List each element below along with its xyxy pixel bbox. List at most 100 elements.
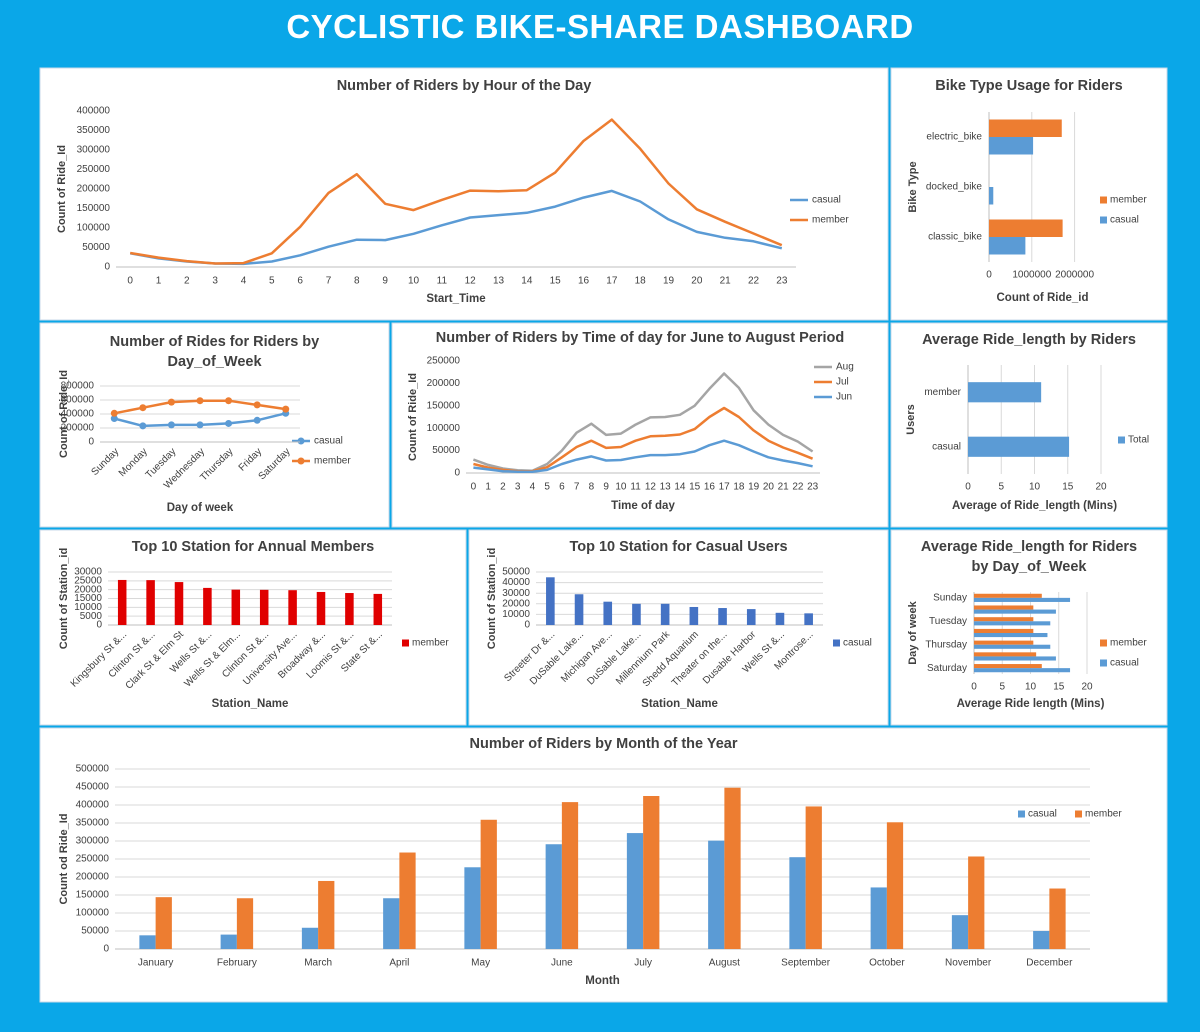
x-tick-label: 23 — [776, 276, 788, 287]
bar — [974, 652, 1037, 657]
bar — [974, 633, 1048, 638]
panel — [890, 322, 1168, 528]
marker — [253, 401, 261, 409]
bar — [155, 897, 172, 949]
line — [129, 118, 783, 265]
bar — [345, 593, 354, 625]
x-tick-label: 18 — [635, 276, 647, 287]
x-tick-label: 15 — [1062, 482, 1074, 493]
y-tick-label: 250000 — [76, 854, 110, 865]
bar — [316, 591, 326, 625]
x-tick-label: 0 — [986, 270, 992, 281]
marker — [225, 419, 233, 427]
bar — [974, 644, 1051, 649]
bar — [399, 852, 416, 949]
x-tick-label: 22 — [748, 276, 760, 287]
y-tick-label: 300000 — [77, 145, 111, 156]
legend-label: member — [314, 456, 351, 467]
bar — [974, 664, 1042, 669]
chart-title: Number of Riders by Time of day for June… — [435, 330, 845, 346]
bar — [301, 927, 319, 949]
x-tick-label: 2 — [500, 482, 506, 493]
y-tick-label: 150000 — [76, 890, 110, 901]
x-tick-label: 10 — [615, 482, 627, 493]
legend-label: casual — [1028, 809, 1057, 820]
y-tick-label: 5000 — [80, 611, 103, 622]
legend-label: casual — [843, 638, 872, 649]
x-tick-label: 15 — [550, 276, 562, 287]
x-tick-label: 23 — [807, 482, 819, 493]
legend-swatch — [297, 437, 305, 445]
x-tick-label: June — [551, 958, 573, 969]
y-axis-label: Count of Station_id — [486, 548, 498, 649]
y-tick-label: 0 — [524, 620, 530, 631]
x-tick-label: December — [1026, 958, 1073, 969]
x-axis-label: Station_Name — [641, 698, 718, 710]
y-tick-label: Saturday — [927, 663, 967, 674]
y-tick-label: 150000 — [77, 203, 111, 214]
x-tick-label: 20 — [691, 276, 703, 287]
y-tick-label: 0 — [96, 620, 102, 631]
bar — [643, 796, 660, 949]
bar — [1033, 931, 1050, 949]
marker — [110, 415, 118, 423]
x-tick-label: 12 — [465, 276, 477, 287]
bar — [480, 819, 497, 949]
x-tick-label: August — [709, 958, 740, 969]
bar — [383, 898, 400, 949]
y-tick-label: 150000 — [427, 400, 461, 411]
y-tick-label: 400000 — [76, 800, 110, 811]
x-tick-label: 11 — [437, 276, 448, 287]
x-tick-label: 17 — [606, 276, 618, 287]
marker — [196, 421, 204, 429]
y-tick-label: 10000 — [502, 609, 530, 620]
x-tick-label: 7 — [574, 482, 580, 493]
legend-label: Jul — [836, 377, 849, 388]
bar — [561, 802, 579, 949]
x-tick-label: 6 — [559, 482, 565, 493]
y-tick-label: electric_bike — [926, 132, 982, 143]
x-axis-label: Average Ride length (Mins) — [957, 698, 1105, 710]
x-tick-label: 13 — [660, 482, 672, 493]
y-tick-label: casual — [932, 441, 961, 452]
panel — [39, 322, 390, 528]
bar — [974, 668, 1071, 673]
x-tick-label: 4 — [530, 482, 536, 493]
chart-title: Number of Riders by Hour of the Day — [336, 78, 592, 94]
bar — [974, 605, 1034, 610]
bar — [546, 577, 555, 625]
marker — [282, 405, 290, 413]
legend-swatch — [402, 639, 409, 647]
x-tick-label: 11 — [630, 482, 641, 493]
x-tick-label: 2 — [184, 276, 190, 287]
legend-label: member — [1085, 809, 1122, 820]
chart-title: Number of Rides for Riders by Day_of_Wee… — [109, 334, 320, 370]
x-tick-label: 20 — [763, 482, 775, 493]
legend-swatch — [1018, 810, 1025, 818]
bar — [545, 844, 562, 949]
y-tick-label: 15000 — [74, 593, 102, 604]
legend-swatch — [1100, 216, 1107, 224]
y-tick-label: 25000 — [74, 575, 102, 586]
x-tick-label: November — [945, 958, 992, 969]
y-tick-label: 20000 — [502, 598, 530, 609]
y-tick-label: 800000 — [61, 381, 95, 392]
x-tick-label: 10 — [408, 276, 420, 287]
marker — [139, 422, 147, 430]
y-axis-label: Count of Ride_Id — [407, 373, 419, 461]
legend-swatch — [1118, 436, 1125, 444]
y-tick-label: 400000 — [61, 409, 95, 420]
x-tick-label: 0 — [971, 682, 977, 693]
y-tick-label: 50000 — [82, 242, 110, 253]
bar — [746, 609, 756, 625]
x-tick-label: 17 — [719, 482, 731, 493]
marker — [167, 398, 175, 406]
legend-label: member — [412, 638, 449, 649]
x-tick-label: 5 — [544, 482, 550, 493]
x-tick-label: October — [869, 958, 905, 969]
bar — [464, 867, 481, 949]
x-tick-label: 14 — [674, 482, 686, 493]
bar — [974, 640, 1034, 645]
y-tick-label: 100000 — [77, 223, 111, 234]
bar — [804, 613, 813, 625]
